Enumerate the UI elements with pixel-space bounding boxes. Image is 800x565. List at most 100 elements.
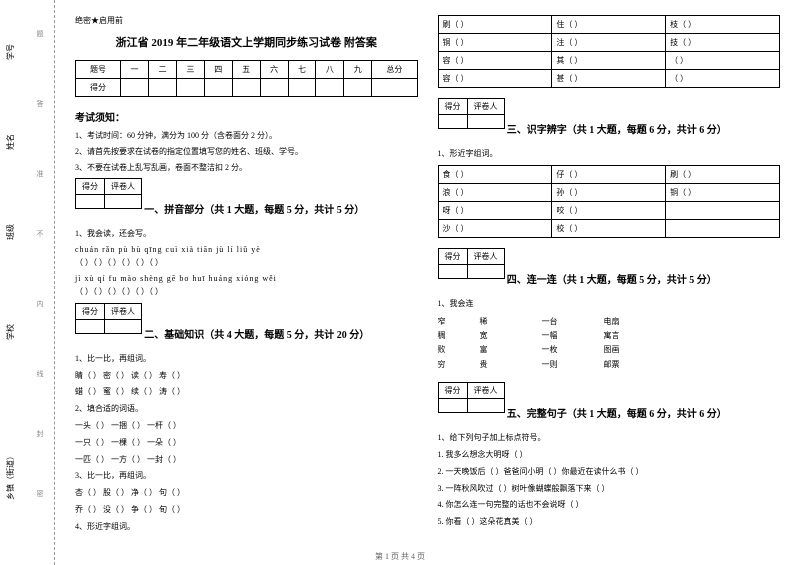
table-row: 容（ ） 其（ ） （ ） — [438, 52, 780, 70]
word-row: 一匹（ ） 一方（ ） 一封（ ） — [75, 454, 418, 467]
section-5-header: 得分评卷人 五、完整句子（共 1 大题，每题 6 分，共计 6 分） — [438, 382, 781, 426]
question-text: 1、我会连 — [438, 298, 781, 311]
cell: 评卷人 — [105, 179, 142, 195]
sentence-item: 2. 一天晚饭后（ ）爸爸问小明（ ）你最近在读什么书（ ） — [438, 466, 781, 479]
cell: 咬（ ） — [552, 201, 666, 219]
sentence-item: 3. 一阵秋风吹过（ ）树叶像蝴蝶般飘落下来（ ） — [438, 483, 781, 496]
section-1-title: 一、拼音部分（共 1 大题，每题 5 分，共计 5 分） — [144, 201, 364, 216]
cell: 得分 — [438, 383, 467, 399]
match-row: 窄 稀 一台 电扇 — [438, 315, 781, 329]
match-item: 窄 — [438, 315, 478, 329]
cell: 其（ ） — [552, 52, 666, 70]
match-item: 一则 — [542, 358, 602, 372]
sentence-item: 1. 我多么想念大明呀（ ） — [438, 449, 781, 462]
cell: 得分 — [438, 99, 467, 115]
table-row: 容（ ） 甚（ ） （ ） — [438, 70, 780, 88]
cell: 注（ ） — [552, 34, 666, 52]
right-column: 刷（ ） 住（ ） 枝（ ） 铜（ ） 注（ ） 技（ ） 容（ ） 其（ — [428, 15, 791, 550]
cell: 容（ ） — [438, 70, 552, 88]
cell: 呀（ ） — [438, 201, 552, 219]
match-row: 稠 宽 一幅 寓言 — [438, 329, 781, 343]
answer-blanks: （ ）（ ）（ ）（ ）（ ）（ ） — [75, 257, 418, 268]
cell: 校（ ） — [552, 219, 666, 237]
table-row: 浪（ ） 孙（ ） 铜（ ） — [438, 183, 780, 201]
cell: 浪（ ） — [438, 183, 552, 201]
table-row: 沙（ ） 校（ ） — [438, 219, 780, 237]
section-3-title: 三、识字辨字（共 1 大题，每题 6 分，共计 6 分） — [507, 121, 727, 136]
section-2-title: 二、基础知识（共 4 大题，每题 5 分，共计 20 分） — [144, 326, 369, 341]
scorebox: 得分评卷人 — [75, 178, 142, 209]
word-row: 蜡（ ） 蜜（ ） 续（ ） 涛（ ） — [75, 386, 418, 399]
section-4-header: 得分评卷人 四、连一连（共 1 大题，每题 5 分，共计 5 分） — [438, 248, 781, 292]
binding-mark: 内 — [35, 300, 45, 307]
scorebox: 得分评卷人 — [438, 382, 505, 413]
page-container: 学号 姓名 班级 学校 乡镇（街道） 题 答 准 不 内 线 封 密 绝密★启用… — [0, 0, 800, 565]
sentence-item: 5. 你看（ ）这朵花真美（ ） — [438, 516, 781, 529]
binding-field-class: 班级 — [5, 224, 16, 240]
cell: 六 — [260, 61, 288, 79]
notice-item: 3、不要在试卷上乱写乱画，卷面不整洁扣 2 分。 — [75, 162, 418, 174]
question-text: 3、比一比，再组词。 — [75, 470, 418, 483]
match-item: 一枚 — [542, 343, 602, 357]
cell: 铜（ ） — [666, 183, 780, 201]
cell: 一 — [121, 61, 149, 79]
section-1-header: 得分评卷人 一、拼音部分（共 1 大题，每题 5 分，共计 5 分） — [75, 178, 418, 222]
cell: 得分 — [76, 303, 105, 319]
word-row: 一头（ ） 一捆（ ） 一杆（ ） — [75, 420, 418, 433]
match-row: 穷 贵 一则 邮票 — [438, 358, 781, 372]
notice-item: 1、考试时间：60 分钟，满分为 100 分（含卷面分 2 分）。 — [75, 130, 418, 142]
word-row: 睛（ ） 密（ ） 读（ ） 寿（ ） — [75, 370, 418, 383]
cell: 二 — [149, 61, 177, 79]
cell: 枝（ ） — [666, 16, 780, 34]
cell: 三 — [176, 61, 204, 79]
section-4-title: 四、连一连（共 1 大题，每题 5 分，共计 5 分） — [507, 271, 717, 286]
binding-field-id: 学号 — [5, 44, 16, 60]
question-text: 2、填合适的词语。 — [75, 403, 418, 416]
cell: 铜（ ） — [438, 34, 552, 52]
match-item: 稀 — [480, 315, 540, 329]
match-item: 电扇 — [604, 315, 620, 329]
cell: 住（ ） — [552, 16, 666, 34]
cell: 得分 — [76, 79, 121, 97]
cell: 技（ ） — [666, 34, 780, 52]
cell: 八 — [316, 61, 344, 79]
table-row: 铜（ ） 注（ ） 技（ ） — [438, 34, 780, 52]
binding-mark: 密 — [35, 490, 45, 497]
cell: 甚（ ） — [552, 70, 666, 88]
cell: 七 — [288, 61, 316, 79]
cell: （ ） — [666, 52, 780, 70]
match-row: 败 富 一枚 图画 — [438, 343, 781, 357]
match-item: 富 — [480, 343, 540, 357]
match-item: 穷 — [438, 358, 478, 372]
char-table: 食（ ） 仔（ ） 刷（ ） 浪（ ） 孙（ ） 铜（ ） 呀（ ） 咬（ — [438, 165, 781, 238]
section-5-title: 五、完整句子（共 1 大题，每题 6 分，共计 6 分） — [507, 405, 727, 420]
binding-margin: 学号 姓名 班级 学校 乡镇（街道） 题 答 准 不 内 线 封 密 — [0, 0, 55, 565]
cell: 总分 — [372, 61, 417, 79]
match-item: 贵 — [480, 358, 540, 372]
match-item: 寓言 — [604, 329, 620, 343]
question-text: 1、比一比，再组词。 — [75, 353, 418, 366]
cell: 沙（ ） — [438, 219, 552, 237]
binding-field-town: 乡镇（街道） — [5, 452, 16, 500]
cell: 九 — [344, 61, 372, 79]
binding-mark: 封 — [35, 430, 45, 437]
cell: 评卷人 — [105, 303, 142, 319]
match-item: 稠 — [438, 329, 478, 343]
table-row: 呀（ ） 咬（ ） — [438, 201, 780, 219]
cell: 评卷人 — [467, 383, 504, 399]
word-row: 杏（ ） 股（ ） 净（ ） 句（ ） — [75, 487, 418, 500]
question-text: 1、给下列句子加上标点符号。 — [438, 432, 781, 445]
question-text: 1、形近字组词。 — [438, 148, 781, 161]
cell: 食（ ） — [438, 165, 552, 183]
answer-blanks: （ ）（ ）（ ）（ ）（ ）（ ） — [75, 286, 418, 297]
binding-field-school: 学校 — [5, 324, 16, 340]
section-3-header: 得分评卷人 三、识字辨字（共 1 大题，每题 6 分，共计 6 分） — [438, 98, 781, 142]
cell: 刷（ ） — [438, 16, 552, 34]
match-item: 一台 — [542, 315, 602, 329]
binding-mark: 线 — [35, 370, 45, 377]
page-footer: 第 1 页 共 4 页 — [0, 551, 800, 562]
match-item: 一幅 — [542, 329, 602, 343]
word-row: 一只（ ） 一棵（ ） 一朵（ ） — [75, 437, 418, 450]
cell: 五 — [232, 61, 260, 79]
match-item: 败 — [438, 343, 478, 357]
